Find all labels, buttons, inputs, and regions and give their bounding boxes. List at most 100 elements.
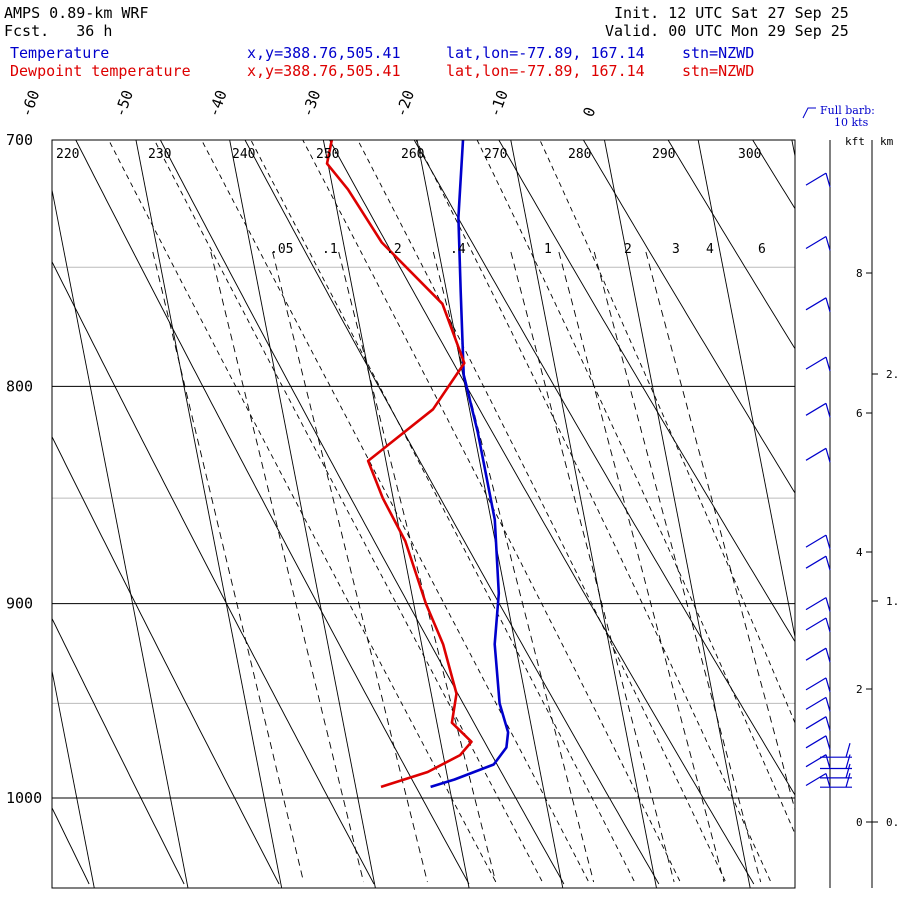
wind-barb-feather: [825, 716, 831, 731]
wind-barb-staff: [805, 772, 827, 787]
dewpoint-line: [325, 140, 473, 789]
isotherm-label: 0: [579, 105, 599, 120]
mixing-ratio-line: [593, 251, 762, 883]
wind-barb: [820, 763, 852, 779]
dry-adiabat-line: [413, 140, 795, 796]
wind-barb-staff: [805, 402, 827, 416]
wind-barb: [805, 677, 831, 693]
wind-barb-staff: [805, 555, 827, 569]
wind-barb-staff: [805, 297, 827, 311]
isotherm-line: [791, 140, 795, 159]
isotherm-line: [416, 140, 564, 888]
dry-adiabat-line: [837, 140, 900, 884]
wind-barb: [805, 297, 831, 312]
wind-barb-feather: [825, 697, 831, 712]
isotherm-label: -20: [392, 88, 418, 120]
moist-adiabat-line: [153, 140, 543, 882]
kft-label: 8: [856, 267, 863, 280]
dry-adiabat-label: 250: [316, 147, 339, 162]
legend-temperature-xy: x,y=388.76,505.41: [247, 44, 401, 62]
wind-barb-feather: [825, 773, 831, 788]
dry-adiabat-line: [160, 140, 565, 885]
chart-series: [325, 140, 510, 789]
wind-barb-feather: [825, 617, 831, 633]
mixing-ratio-line: [338, 251, 497, 883]
wind-barb-feather: [825, 403, 831, 418]
moist-adiabat-line: [201, 140, 589, 882]
dry-adiabat-label: 260: [401, 147, 424, 162]
wind-barb-feather: [825, 735, 831, 750]
wind-barb: [805, 555, 831, 571]
mixing-ratio-label: 4: [706, 242, 714, 257]
dry-adiabat-label: 290: [652, 147, 675, 162]
temperature-line: [430, 140, 510, 789]
isotherm-label: -60: [17, 88, 43, 120]
wind-barb-feather: [825, 677, 831, 693]
km-label: 1.: [886, 595, 899, 608]
wind-barb-staff: [805, 172, 827, 186]
isotherm-line: [52, 668, 95, 888]
mixing-ratio-line: [152, 251, 305, 883]
dry-adiabat-line: [752, 140, 795, 210]
isotherm-label: -10: [486, 88, 512, 120]
wind-barb-staff: [805, 735, 827, 749]
dry-adiabat-label: 240: [232, 147, 255, 162]
mixing-ratio-line: [558, 251, 725, 883]
barb-legend-icon: [802, 107, 816, 119]
dry-adiabat-label: 300: [738, 147, 761, 162]
dry-adiabat-line: [498, 140, 795, 643]
dry-adiabat-line: [244, 140, 660, 885]
mixing-ratio-label: 3: [672, 242, 680, 257]
wind-barb-staff: [805, 356, 827, 370]
wind-barb-staff: [805, 534, 827, 548]
init-time: Init. 12 UTC Sat 27 Sep 25: [614, 4, 849, 22]
wind-barb-feather: [825, 356, 831, 372]
legend-dewpoint-xy: x,y=388.76,505.41: [247, 62, 401, 80]
isotherm-line: [0, 140, 1, 888]
legend-temperature-label: Temperature: [10, 44, 110, 62]
isotherm-line: [604, 140, 751, 888]
right-panel: Full barb:10 kts kft km 8 6 4 2 0 2. 1. 0.: [802, 104, 899, 888]
mixing-ratio-line: [272, 251, 428, 883]
dry-adiabat-label: 220: [56, 147, 79, 162]
forecast-hour: Fcst. 36 h: [4, 22, 113, 40]
wind-barb: [805, 696, 831, 712]
mixing-ratio-line: [645, 251, 795, 812]
wind-barb: [805, 735, 831, 750]
wind-barb-feather: [825, 297, 831, 312]
wind-barb: [805, 447, 831, 463]
wind-barb: [805, 356, 831, 372]
wind-barb-feather: [825, 648, 831, 663]
moist-adiabat-line: [108, 140, 496, 882]
moist-adiabat-line: [250, 140, 635, 882]
wind-barb: [805, 402, 831, 418]
model-title: AMPS 0.89-km WRF: [4, 4, 149, 22]
moist-adiabat-line: [357, 140, 726, 882]
wind-barb: [805, 772, 831, 788]
mixing-ratio-label: .2: [386, 242, 402, 257]
dry-adiabat-label: 280: [568, 147, 591, 162]
pressure-label: 800: [6, 377, 33, 395]
wind-barb-staff: [805, 647, 827, 661]
legend-temperature-stn: stn=NZWD: [682, 44, 755, 62]
moist-adiabat-line: [539, 140, 795, 725]
isotherm-label: -50: [111, 88, 137, 120]
wind-barb-feather: [825, 448, 831, 463]
dry-adiabat-line: [52, 806, 90, 885]
legend-dewpoint-latlon: lat,lon=-77.89, 167.14: [446, 62, 645, 80]
dry-adiabat-line: [329, 140, 755, 885]
isotherm-line: [52, 187, 189, 888]
wind-barb-staff: [805, 716, 827, 730]
mixing-ratio-label: 1: [544, 242, 552, 257]
km-unit-label: km: [880, 135, 894, 148]
km-label: 2.: [886, 368, 899, 381]
dry-adiabat-label: 270: [484, 147, 507, 162]
mixing-ratio-line: [510, 251, 675, 883]
chart-grid: [0, 140, 900, 888]
isotherm-line: [135, 140, 283, 888]
wind-barb-feather: [845, 754, 851, 769]
isotherm-line: [697, 140, 795, 640]
legend-dewpoint-stn: stn=NZWD: [682, 62, 755, 80]
barb-legend-line1: Full barb:: [820, 104, 875, 117]
